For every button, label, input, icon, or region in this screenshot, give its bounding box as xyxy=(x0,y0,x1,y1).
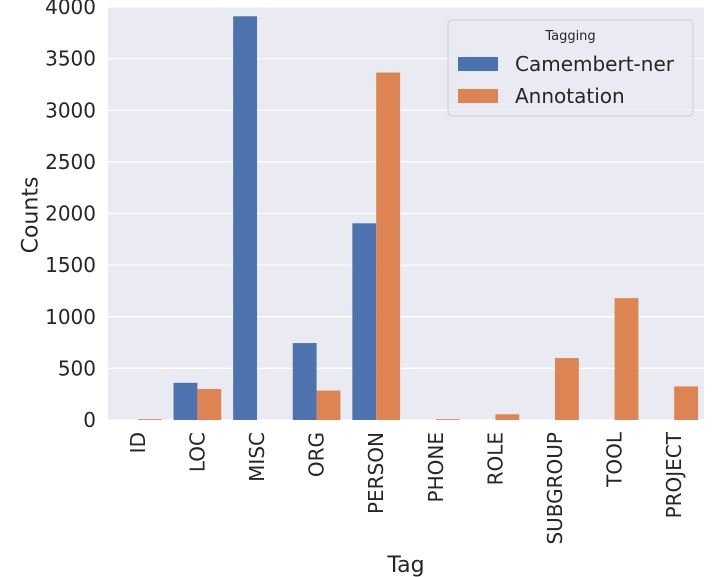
bars xyxy=(137,16,699,420)
y-axis-ticks: 0 500 1000 1500 2000 2500 3000 3500 4000 xyxy=(45,0,96,432)
x-tick-label: TOOL xyxy=(603,431,627,488)
bar xyxy=(555,358,579,420)
x-tick-label: ID xyxy=(126,432,150,453)
y-axis-label: Counts xyxy=(19,177,44,254)
x-tick-label: PHONE xyxy=(424,432,448,502)
legend: Tagging Camembert-ner Annotation xyxy=(447,19,694,117)
bar xyxy=(376,72,401,420)
x-tick-label: MISC xyxy=(245,432,269,482)
bar xyxy=(173,382,198,420)
y-tick-label: 500 xyxy=(58,356,96,380)
bar xyxy=(435,419,460,420)
y-tick-label: 1500 xyxy=(45,253,96,277)
bar xyxy=(292,343,317,420)
legend-title: Tagging xyxy=(544,29,595,44)
legend-label-annotation: Annotation xyxy=(515,84,625,108)
y-tick-label: 2000 xyxy=(45,202,96,226)
y-tick-label: 1000 xyxy=(45,305,96,329)
y-tick-label: 4000 xyxy=(45,0,96,19)
x-tick-label: ROLE xyxy=(483,432,507,485)
legend-label-camembert-ner: Camembert-ner xyxy=(515,52,675,76)
x-tick-label: PROJECT xyxy=(662,431,686,518)
bar xyxy=(197,389,222,420)
x-axis-ticks: ID LOC MISC ORG PERSON PHONE ROLE SUBGROUP TOOL P… xyxy=(126,431,686,544)
legend-swatch-annotation xyxy=(458,89,498,103)
legend-swatch-camembert-ner xyxy=(458,57,498,71)
x-tick-label: PERSON xyxy=(364,432,388,514)
x-tick-label: ORG xyxy=(305,432,329,477)
x-tick-label: LOC xyxy=(185,432,209,472)
x-tick-label: SUBGROUP xyxy=(543,432,567,545)
bar xyxy=(674,386,699,420)
bar xyxy=(495,414,520,420)
legend-box xyxy=(447,19,694,117)
x-axis-label: Tag xyxy=(386,553,424,577)
bar xyxy=(316,390,341,420)
y-tick-label: 0 xyxy=(83,408,96,432)
y-tick-label: 3500 xyxy=(45,47,96,71)
bar xyxy=(137,419,162,420)
y-tick-label: 2500 xyxy=(45,150,96,174)
bar xyxy=(352,223,377,420)
bar xyxy=(614,298,639,420)
bar xyxy=(233,16,257,420)
y-tick-label: 3000 xyxy=(45,98,96,122)
